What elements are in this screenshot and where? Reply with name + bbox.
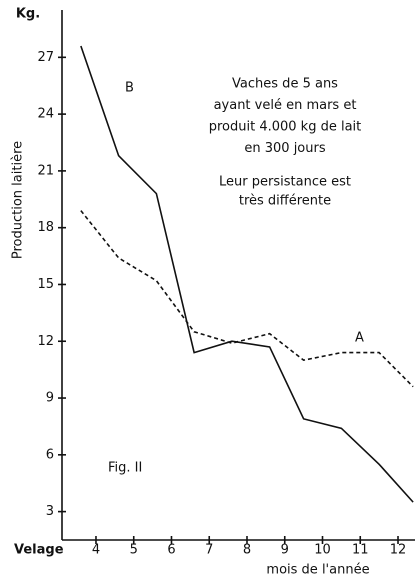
series-label: A (355, 331, 364, 346)
y-tick-label: 27 (37, 50, 54, 65)
x-tick-label: 9 (281, 543, 289, 558)
y-unit: Kg. (16, 7, 40, 22)
x-tick-label: 11 (352, 543, 369, 558)
y-tick-label: 21 (37, 163, 54, 178)
annotation: produit 4.000 kg de lait (209, 120, 362, 135)
annotation: Vaches de 5 ans (232, 77, 338, 92)
x-tick-label: 4 (92, 543, 100, 558)
series-line (80, 210, 414, 388)
x-tick-label: 7 (205, 543, 213, 558)
annotation: ayant velé en mars et (214, 98, 357, 113)
x-tick-label: 12 (390, 543, 407, 558)
x-tick-label: 10 (314, 543, 331, 558)
y-tick-label: 3 (46, 504, 54, 519)
y-tick-label: 12 (37, 334, 54, 349)
x-tick-label: 5 (130, 543, 138, 558)
annotation: très différente (239, 194, 331, 209)
y-tick-label: 18 (37, 220, 54, 235)
series-line (80, 45, 414, 503)
y-tick-label: 24 (37, 107, 54, 122)
y-tick-label: 6 (46, 447, 54, 462)
x-tick-label: 6 (167, 543, 175, 558)
series-label: B (125, 81, 134, 96)
annotation: Leur persistance est (219, 175, 351, 190)
figure-label: Fig. II (108, 461, 142, 476)
x-axis-label: mois de l'année (266, 563, 369, 578)
y-tick-label: 9 (46, 391, 54, 406)
y-axis-label: Production laitière (11, 141, 26, 259)
annotation: en 300 jours (244, 141, 325, 156)
y-tick-label: 15 (37, 277, 54, 292)
x-start-label: Velage (14, 543, 64, 558)
x-tick-label: 8 (243, 543, 251, 558)
